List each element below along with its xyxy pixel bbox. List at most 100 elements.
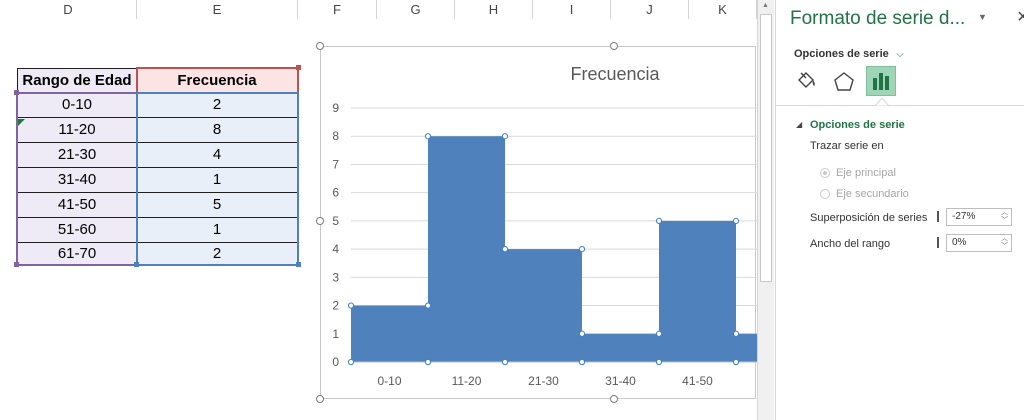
table-row-frequency[interactable]: 8 xyxy=(137,118,298,143)
histogram-bar[interactable] xyxy=(351,305,428,362)
error-indicator-icon[interactable] xyxy=(18,119,25,126)
primary-axis-radio[interactable] xyxy=(820,168,830,178)
series-selection-point xyxy=(655,330,663,337)
y-tick-label: 7 xyxy=(332,157,339,171)
column-header-row: D E F G H I J K xyxy=(0,0,757,20)
range-highlight-red xyxy=(136,67,299,94)
series-overlap-label: Superposición de series xyxy=(810,212,928,224)
scrollbar-thumb[interactable] xyxy=(760,14,772,282)
table-row-age[interactable]: 0-10 xyxy=(17,93,137,118)
histogram-bar[interactable] xyxy=(659,220,736,362)
histogram-bar[interactable] xyxy=(428,136,505,362)
range-handle[interactable] xyxy=(134,262,139,267)
gap-width-value: 0% xyxy=(952,237,967,248)
primary-axis-label: Eje principal xyxy=(836,167,896,179)
vertical-scrollbar[interactable]: ▲ xyxy=(757,0,774,420)
y-tick-label: 0 xyxy=(332,355,339,369)
series-selection-point xyxy=(655,358,663,366)
series-selection-point xyxy=(424,133,432,140)
fill-line-tab[interactable] xyxy=(792,68,820,96)
column-header-e[interactable]: E xyxy=(137,0,298,19)
table-row-age[interactable]: 41-50 xyxy=(17,193,137,218)
series-selection-point xyxy=(655,217,663,224)
series-selection-point xyxy=(732,217,740,224)
chart-resize-handle[interactable] xyxy=(316,395,324,403)
paint-bucket-icon xyxy=(798,72,815,88)
table-row-age[interactable]: 51-60 xyxy=(17,218,137,243)
range-handle[interactable] xyxy=(14,262,19,267)
scroll-up-arrow-icon[interactable]: ▲ xyxy=(762,2,769,9)
series-options-dropdown[interactable]: Opciones de serie ⌵ xyxy=(794,44,904,62)
chart-resize-handle[interactable] xyxy=(610,42,618,50)
range-highlight-blue xyxy=(136,92,299,266)
pentagon-icon xyxy=(834,72,854,91)
y-tick-label: 3 xyxy=(332,270,339,284)
column-header-i[interactable]: I xyxy=(533,0,611,19)
chevron-down-icon: ⌵ xyxy=(896,49,904,60)
close-icon[interactable]: × xyxy=(1017,6,1024,28)
plot-series-on-label: Trazar serie en xyxy=(810,140,884,152)
range-handle[interactable] xyxy=(296,65,301,70)
table-header-age-range[interactable]: Rango de Edad xyxy=(17,68,137,93)
series-selection-point xyxy=(732,330,740,337)
chart-title[interactable]: Frecuencia xyxy=(570,64,660,84)
column-header-d[interactable]: D xyxy=(0,0,137,19)
series-selection-point xyxy=(501,246,509,253)
table-row-age[interactable]: 11-20 xyxy=(17,118,137,143)
series-selection-point xyxy=(501,133,509,140)
y-tick-label: 2 xyxy=(332,299,339,313)
y-tick-label: 5 xyxy=(332,214,339,228)
column-header-k[interactable]: K xyxy=(689,0,757,19)
table-row-frequency[interactable]: 1 xyxy=(137,218,298,243)
range-highlight-purple xyxy=(16,92,138,266)
bar-chart-icon xyxy=(873,73,889,90)
series-selection-point xyxy=(424,302,432,309)
y-tick-label: 6 xyxy=(332,186,339,200)
series-overlap-slider-icon[interactable] xyxy=(937,211,939,222)
effects-tab[interactable] xyxy=(830,68,858,96)
series-overlap-value: -27% xyxy=(952,211,976,222)
series-selection-point xyxy=(578,358,586,366)
column-header-h[interactable]: H xyxy=(455,0,533,19)
x-tick-label: 11-20 xyxy=(452,374,482,388)
table-row-frequency[interactable]: 1 xyxy=(137,168,298,193)
histogram-bar[interactable] xyxy=(582,333,659,362)
histogram-chart[interactable]: Frecuencia 0 1 2 3 4 5 6 7 8 9 0-10 11-20 21-30 31-40… xyxy=(321,47,757,400)
column-header-j[interactable]: J xyxy=(611,0,689,19)
gap-width-spinner[interactable]: 0% ︿ ﹀ xyxy=(946,234,1012,252)
chart-resize-handle[interactable] xyxy=(316,217,324,225)
series-overlap-spinner[interactable]: -27% ︿ ﹀ xyxy=(946,208,1012,226)
column-header-f[interactable]: F xyxy=(298,0,377,19)
secondary-axis-radio[interactable] xyxy=(820,189,830,199)
histogram-bar[interactable] xyxy=(505,249,582,362)
section-title[interactable]: Opciones de serie xyxy=(810,119,905,131)
y-tick-label: 9 xyxy=(332,101,339,115)
column-header-g[interactable]: G xyxy=(377,0,455,19)
table-row-frequency[interactable]: 5 xyxy=(137,193,298,218)
series-options-tab[interactable] xyxy=(866,66,896,96)
histogram-bar[interactable] xyxy=(736,333,757,362)
spinner-arrows-icon[interactable]: ︿ ﹀ xyxy=(1001,235,1008,250)
pane-title: Formato de serie d... xyxy=(790,8,966,29)
range-handle[interactable] xyxy=(296,262,301,267)
pane-tab-divider xyxy=(776,105,1024,106)
series-selection-point xyxy=(578,246,586,253)
x-tick-label: 21-30 xyxy=(528,374,559,388)
chart-resize-handle[interactable] xyxy=(610,395,618,403)
chart-resize-handle[interactable] xyxy=(316,42,324,50)
series-selection-point xyxy=(347,358,355,366)
spinner-arrows-icon[interactable]: ︿ ﹀ xyxy=(1001,209,1008,224)
series-selection-point xyxy=(347,302,355,309)
secondary-axis-label: Eje secundario xyxy=(836,188,909,200)
chart-area[interactable]: Frecuencia 0 1 2 3 4 5 6 7 8 9 0-10 11-20 21-30 31-40… xyxy=(320,46,757,400)
x-tick-label: 41-50 xyxy=(682,374,713,388)
x-tick-label: 0-10 xyxy=(377,374,401,388)
range-handle[interactable] xyxy=(14,90,19,95)
series-selection-point xyxy=(732,358,740,366)
section-collapse-icon[interactable]: ◢ xyxy=(796,120,803,129)
gap-width-label: Ancho del rango xyxy=(810,238,891,250)
pane-menu-icon[interactable]: ▼ xyxy=(978,12,987,22)
table-row-frequency[interactable]: 2 xyxy=(137,93,298,118)
table-row-frequency[interactable]: 4 xyxy=(137,143,298,168)
gap-width-slider-icon[interactable] xyxy=(937,237,939,248)
